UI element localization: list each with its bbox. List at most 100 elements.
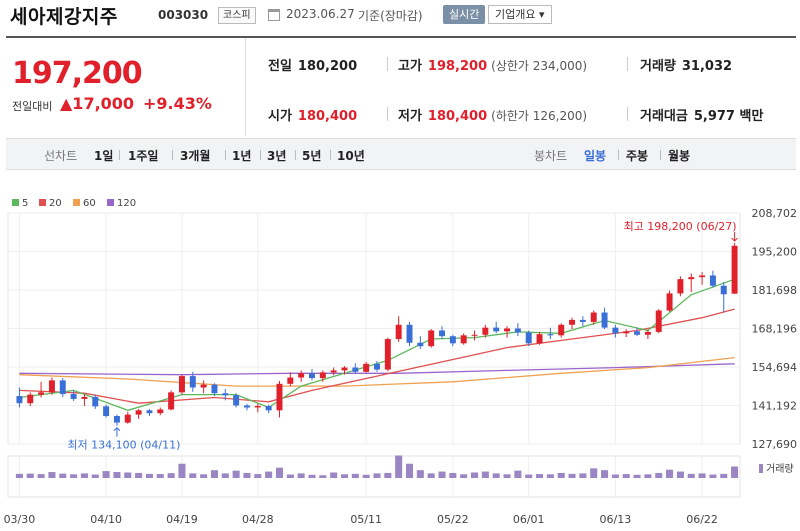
candle [276, 383, 283, 411]
line-chart-label: 선차트 [44, 149, 78, 163]
y-tick-label: 208,702 [752, 207, 798, 220]
volume-bar [26, 473, 34, 478]
volume-bar [568, 473, 576, 478]
tab-monthly[interactable]: 월봉 [668, 149, 691, 163]
price-cell: 197,200 전일대비 ▲17,000 +9.43% [6, 38, 246, 136]
candle [200, 384, 207, 388]
volume-bar [622, 474, 630, 478]
candle [449, 336, 456, 344]
x-tick-label: 04/19 [166, 513, 198, 526]
candle [363, 363, 370, 372]
tab-3y[interactable]: 3년 [267, 149, 287, 163]
stock-header: 세아제강지주 003030 코스피 2023.06.27 기준(장마감) 실시간… [0, 0, 800, 30]
y-tick-label: 141,192 [752, 400, 798, 413]
candle [222, 393, 229, 396]
y-tick-label: 154,694 [752, 361, 798, 374]
volume-bar [471, 472, 479, 478]
candle [27, 394, 34, 404]
candle [124, 414, 131, 423]
candle [330, 370, 337, 373]
candle [612, 327, 619, 334]
volume-bar [514, 470, 522, 478]
tab-1w[interactable]: 1주일 [128, 149, 159, 163]
volume-legend-swatch [759, 464, 763, 473]
tab-separator [330, 150, 331, 160]
realtime-button[interactable]: 실시간 [443, 5, 486, 24]
tab-weekly[interactable]: 주봉 [626, 149, 649, 163]
candle [265, 406, 272, 411]
tab-10y[interactable]: 10년 [337, 149, 365, 163]
candle [113, 416, 120, 423]
low-price: 저가 180,400 (하한가 126,200) [398, 109, 588, 124]
divider [627, 107, 628, 121]
candle [655, 310, 662, 332]
legend-label: 60 [83, 198, 96, 209]
ma20-line [19, 308, 735, 404]
tab-separator [225, 150, 226, 160]
tab-separator [172, 150, 173, 160]
x-tick-label: 04/28 [242, 513, 274, 526]
volume-bar [579, 473, 587, 478]
high-arrow-head [731, 237, 738, 242]
candle [189, 376, 196, 388]
stock-chart[interactable]: 5 20 60 120 208,702 195,200 181,698 168,196 154… [0, 190, 800, 531]
volume-bar [644, 474, 652, 478]
candle [395, 324, 402, 340]
company-name: 세아제강지주 [10, 6, 118, 28]
x-tick-label: 03/30 [4, 513, 36, 526]
volume-bar [91, 474, 99, 478]
company-info-dropdown[interactable]: 기업개요 ▾ [488, 5, 552, 24]
volume-bar [557, 472, 565, 478]
volume-bar [698, 473, 706, 478]
prev-close: 전일 180,200 [268, 59, 358, 74]
y-tick-label: 168,196 [752, 323, 798, 336]
candle [319, 372, 326, 379]
high-price: 고가 198,200 (상한가 234,000) [398, 59, 588, 74]
volume-bar [243, 472, 251, 478]
x-tick-label: 06/13 [600, 513, 632, 526]
tab-separator [260, 150, 261, 160]
volume-bar [210, 470, 218, 478]
volume-bar [232, 470, 240, 478]
candle [406, 324, 413, 343]
tab-1y[interactable]: 1년 [232, 149, 252, 163]
market-badge: 코스피 [218, 7, 256, 24]
tab-3m[interactable]: 3개월 [180, 149, 211, 163]
candle [504, 328, 511, 332]
divider [387, 57, 388, 71]
tab-5y[interactable]: 5년 [302, 149, 322, 163]
candle [731, 245, 738, 294]
current-price: 197,200 [12, 56, 143, 91]
candle [493, 327, 500, 332]
candle [92, 396, 99, 407]
candle [688, 277, 695, 280]
candle [569, 319, 576, 325]
volume-bar [156, 474, 164, 478]
volume-frame [7, 455, 741, 498]
tab-1d[interactable]: 1일 [94, 149, 114, 163]
tab-separator [295, 150, 296, 160]
volume-bar [200, 474, 208, 478]
change-label: 전일대비 [12, 100, 53, 113]
candle [287, 377, 294, 384]
candle [70, 394, 77, 399]
candle [233, 395, 240, 406]
x-axis-labels: 03/30 04/10 04/19 04/28 05/11 05/22 06/01 06/13… [4, 513, 718, 526]
low-annotation: 최저 134,100 (04/11) [67, 439, 180, 452]
high-annotation: 최고 198,200 (06/27) [624, 220, 737, 233]
volume-bar [340, 474, 349, 478]
volume-bar [189, 473, 197, 478]
volume-bar [546, 474, 554, 478]
volume-bar [655, 472, 663, 478]
open-price: 시가 180,400 [268, 109, 358, 124]
volume-bar [15, 473, 23, 478]
volume-bar [145, 473, 153, 478]
volume-bar [297, 473, 305, 478]
candle [146, 410, 153, 414]
tab-daily[interactable]: 일봉 [584, 149, 607, 163]
quote-panel: 197,200 전일대비 ▲17,000 +9.43% 전일 180,200 고가… [6, 36, 796, 136]
volume-bar [275, 467, 283, 478]
volume-bar [460, 474, 468, 478]
candle [168, 392, 175, 410]
volume-bar [449, 472, 457, 478]
